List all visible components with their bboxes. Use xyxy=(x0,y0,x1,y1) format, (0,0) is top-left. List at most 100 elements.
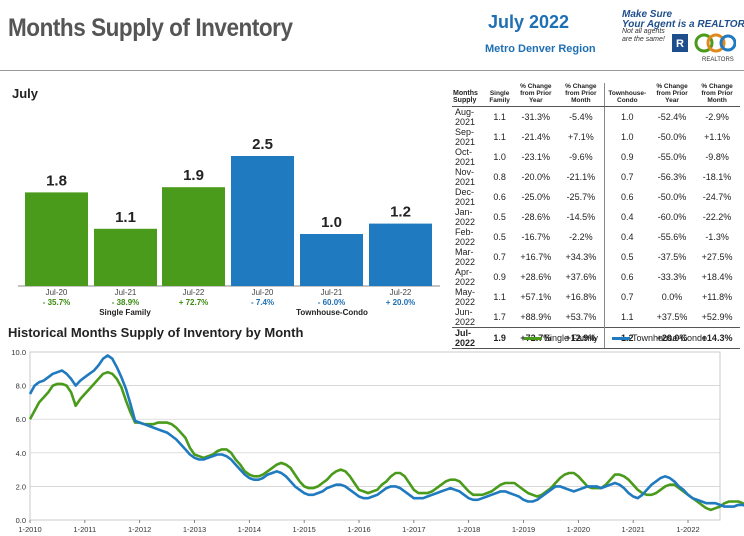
bar-category-label: Jul-20 xyxy=(252,288,274,297)
x-tick-label: 1-2017 xyxy=(402,525,425,534)
bar-category-label: Jul-20 xyxy=(46,288,68,297)
bar-category-label: Jul-21 xyxy=(115,288,137,297)
y-tick-label: 2.0 xyxy=(16,482,26,491)
x-tick-label: 1-2010 xyxy=(18,525,41,534)
table-cell: +12.9% xyxy=(557,327,605,349)
table-cell: 0.6 xyxy=(603,187,650,207)
x-tick-label: 1-2015 xyxy=(292,525,315,534)
bar-category-label: Jul-22 xyxy=(183,288,205,297)
table-row: Feb-2022 0.5 -16.7% -2.2% 0.4 -55.6% -1.3% xyxy=(452,227,740,247)
bar-value-label: 1.1 xyxy=(115,209,136,226)
table-cell: -28.6% xyxy=(521,212,551,222)
bar xyxy=(300,234,363,286)
bar-category-label: Jul-22 xyxy=(390,288,412,297)
bar-value-label: 1.9 xyxy=(183,167,204,184)
row-month-cell: Sep-2021 xyxy=(455,127,476,147)
table-cell: 1.0 xyxy=(603,127,650,147)
bar-change-label: - 7.4% xyxy=(251,298,274,307)
table-cell: -2.9% xyxy=(705,112,729,122)
bar xyxy=(369,223,432,286)
x-tick-label: 1-2019 xyxy=(512,525,535,534)
bar xyxy=(25,192,88,286)
table-row: Jun-2022 1.7 +88.9% +53.7% 1.1 +37.5% +52.9% xyxy=(452,307,740,328)
col-header: % Change from Prior Month xyxy=(557,83,605,107)
legend-swatch xyxy=(524,337,542,341)
table-cell: 0.5 xyxy=(493,212,506,222)
table-row: Dec-2021 0.6 -25.0% -25.7% 0.6 -50.0% -24.7% xyxy=(452,187,740,207)
bar-change-label: - 38.9% xyxy=(112,298,140,307)
table-cell: +16.7% xyxy=(520,252,552,262)
table-cell: +11.8% xyxy=(702,292,733,302)
bar-chart-title: July xyxy=(12,86,39,101)
col-header: Townhouse-Condo xyxy=(603,83,650,107)
x-tick-label: 1-2013 xyxy=(183,525,206,534)
row-month-cell: Feb-2022 xyxy=(455,227,476,247)
table-cell: +88.9% xyxy=(520,312,552,322)
table-cell: 0.9 xyxy=(603,147,650,167)
report-month: July 2022 xyxy=(488,12,570,32)
table-cell: +28.6% xyxy=(520,272,552,282)
bar xyxy=(162,187,225,286)
col-header: % Change from Prior Year xyxy=(513,83,558,107)
row-month-cell: May-2022 xyxy=(455,287,476,307)
header-divider xyxy=(0,70,744,71)
table-cell: -14.5% xyxy=(566,212,596,222)
row-month-cell: Oct-2021 xyxy=(455,147,476,167)
table-cell: -9.8% xyxy=(705,152,729,162)
townhouse-condo-line xyxy=(28,354,744,508)
single-family-line xyxy=(28,370,744,512)
monthly-supply-table: Months Supply Single Family % Change fro… xyxy=(452,83,740,349)
bar-value-label: 1.0 xyxy=(321,214,342,231)
bar-change-label: - 60.0% xyxy=(318,298,346,307)
row-month-cell: Dec-2021 xyxy=(455,187,476,207)
group-label-single-family: Single Family xyxy=(99,308,151,317)
history-chart-title: Historical Months Supply of Inventory by… xyxy=(8,325,304,340)
bar-change-label: + 72.7% xyxy=(179,298,209,307)
report-region: Metro Denver Region xyxy=(485,43,596,55)
table-cell: 1.1 xyxy=(493,112,506,122)
table-cell: +34.3% xyxy=(565,252,597,262)
legend-townhouse: Townhouse-Condo xyxy=(612,333,707,343)
table-row: Jan-2022 0.5 -28.6% -14.5% 0.4 -60.0% -22.2% xyxy=(452,207,740,227)
table-cell: -31.3% xyxy=(521,112,551,122)
logo-subtext: Not all agents are the same! xyxy=(622,28,665,43)
table-cell: -37.5% xyxy=(657,252,687,262)
table-cell: 0.5 xyxy=(493,232,506,242)
col-header: Single Family xyxy=(485,83,514,107)
row-month-cell: Apr-2022 xyxy=(455,267,476,287)
table-cell: +1.1% xyxy=(704,132,730,142)
bar-value-label: 1.2 xyxy=(390,204,411,221)
table-cell: 0.8 xyxy=(493,172,506,182)
x-tick-label: 1-2018 xyxy=(457,525,480,534)
table-cell: -16.7% xyxy=(521,232,551,242)
table-cell: 0.7 xyxy=(603,287,650,307)
col-header: Months Supply xyxy=(452,83,486,107)
table-cell: -33.3% xyxy=(657,272,687,282)
legend-swatch xyxy=(612,337,630,341)
table-cell: +57.1% xyxy=(520,292,552,302)
y-tick-label: 4.0 xyxy=(16,449,26,458)
table-cell: +37.6% xyxy=(565,272,597,282)
table-cell: 1.1 xyxy=(493,292,506,302)
table-cell: +7.1% xyxy=(567,132,594,142)
page-title: Months Supply of Inventory xyxy=(8,14,293,42)
table-cell: 0.5 xyxy=(603,247,650,267)
table-cell: -18.1% xyxy=(702,172,732,182)
table-cell: -21.1% xyxy=(566,172,596,182)
bar-category-label: Jul-21 xyxy=(321,288,343,297)
table-cell: +27.5% xyxy=(701,252,733,262)
table-row: Mar-2022 0.7 +16.7% +34.3% 0.5 -37.5% +27.5% xyxy=(452,247,740,267)
table-cell: 1.0 xyxy=(493,152,506,162)
x-tick-label: 1-2014 xyxy=(238,525,261,534)
x-tick-label: 1-2012 xyxy=(128,525,151,534)
table-cell: +14.3% xyxy=(694,327,740,349)
table-cell: 0.6 xyxy=(493,192,506,202)
table-cell: 0.4 xyxy=(603,207,650,227)
table-cell: -24.7% xyxy=(702,192,732,202)
table-cell: 1.1 xyxy=(603,307,650,328)
table-cell: -25.0% xyxy=(521,192,551,202)
bar xyxy=(94,228,157,286)
table-cell: +16.8% xyxy=(565,292,597,302)
